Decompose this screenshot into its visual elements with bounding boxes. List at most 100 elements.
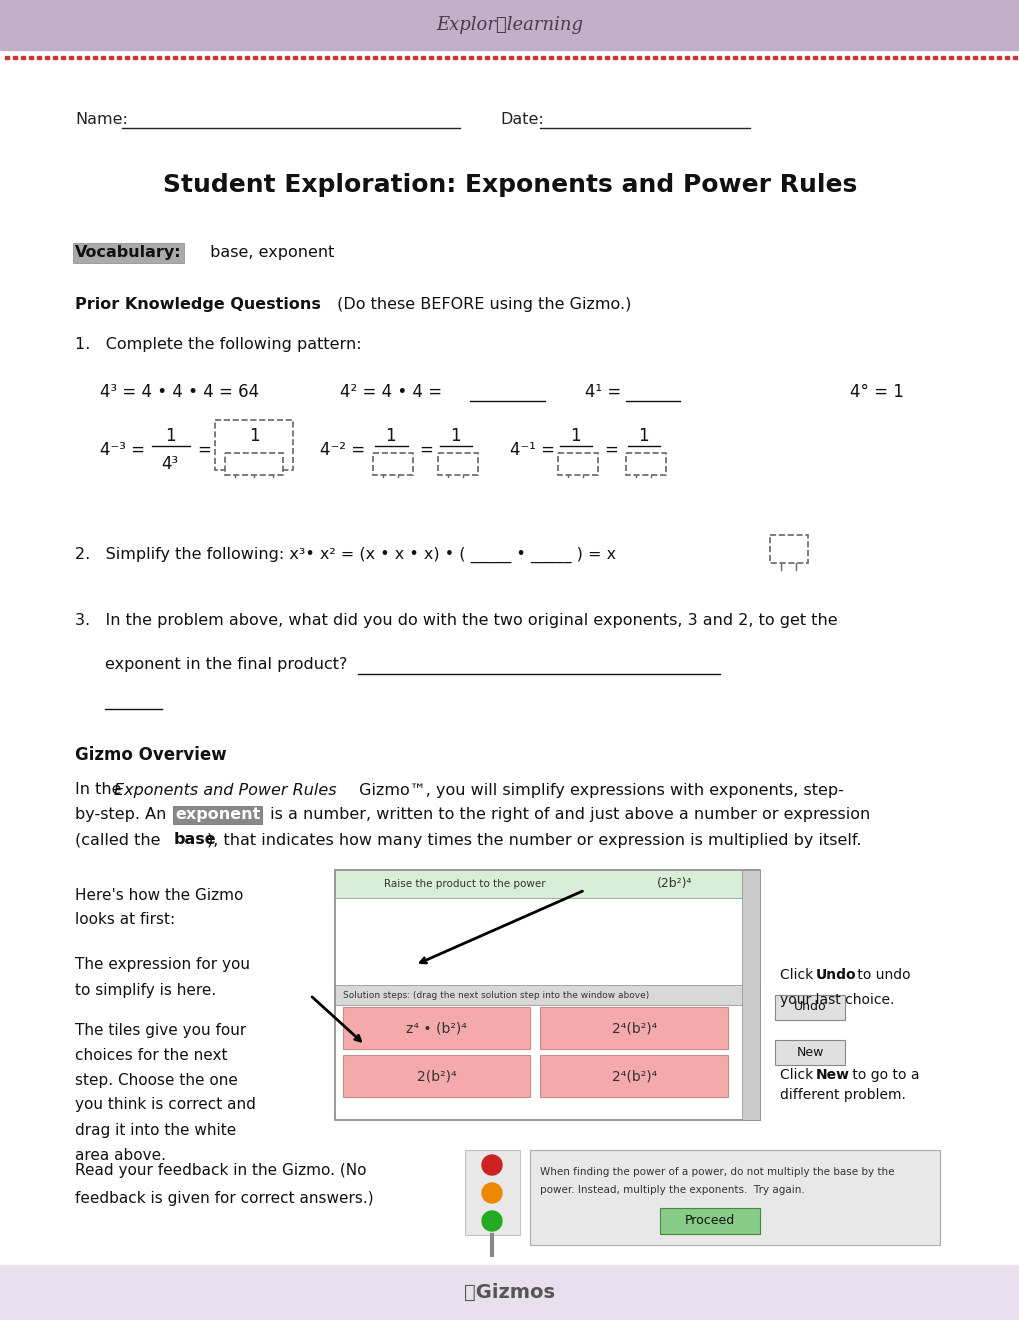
Bar <box>908 55 912 59</box>
Bar <box>357 55 361 59</box>
Text: Student Exploration: Exponents and Power Rules: Student Exploration: Exponents and Power… <box>163 173 856 197</box>
Bar <box>101 55 105 59</box>
Bar <box>548 55 552 59</box>
Bar <box>334 870 759 1119</box>
Bar <box>334 985 759 1005</box>
Bar <box>941 55 944 59</box>
Bar <box>916 55 920 59</box>
Text: Prior Knowledge Questions: Prior Knowledge Questions <box>75 297 321 313</box>
Text: 2⁴(b²)⁴: 2⁴(b²)⁴ <box>611 1020 656 1035</box>
Bar <box>740 55 744 59</box>
Bar <box>461 55 465 59</box>
Text: power. Instead, multiply the exponents.  Try again.: power. Instead, multiply the exponents. … <box>539 1185 804 1195</box>
Text: 2(b²)⁴: 2(b²)⁴ <box>417 1069 457 1082</box>
Bar <box>69 55 73 59</box>
Text: The tiles give you four: The tiles give you four <box>75 1023 246 1038</box>
Text: 4⁻² =: 4⁻² = <box>320 441 370 459</box>
Bar <box>573 55 577 59</box>
Bar <box>644 55 648 59</box>
Bar <box>540 1007 728 1049</box>
Bar <box>820 55 824 59</box>
Bar <box>708 55 712 59</box>
Bar <box>173 55 177 59</box>
Bar <box>629 55 633 59</box>
Text: 4³: 4³ <box>161 455 178 473</box>
Bar <box>796 55 800 59</box>
Bar <box>340 55 344 59</box>
Bar <box>413 55 417 59</box>
Text: 4⁻³ =: 4⁻³ = <box>100 441 150 459</box>
Text: base: base <box>174 833 216 847</box>
Bar <box>637 55 640 59</box>
Bar <box>292 55 297 59</box>
Bar <box>980 55 984 59</box>
Bar <box>860 55 864 59</box>
Text: Undo: Undo <box>815 968 856 982</box>
Bar <box>756 55 760 59</box>
Bar <box>668 55 673 59</box>
Bar <box>956 55 960 59</box>
Bar <box>677 55 681 59</box>
Bar <box>180 55 184 59</box>
Bar <box>21 55 25 59</box>
Bar <box>508 55 513 59</box>
Text: 4² = 4 • 4 =: 4² = 4 • 4 = <box>339 383 447 401</box>
Bar <box>381 55 384 59</box>
Text: 4° = 1: 4° = 1 <box>849 383 903 401</box>
Bar <box>93 55 97 59</box>
Bar <box>804 55 808 59</box>
Text: Read your feedback in the Gizmo. (No: Read your feedback in the Gizmo. (No <box>75 1163 366 1177</box>
Text: to undo: to undo <box>852 968 910 982</box>
FancyBboxPatch shape <box>215 420 292 470</box>
Text: area above.: area above. <box>75 1147 166 1163</box>
Text: different problem.: different problem. <box>780 1088 905 1102</box>
Text: 1: 1 <box>249 426 259 445</box>
Bar <box>837 55 841 59</box>
Bar <box>932 55 936 59</box>
Text: 3.   In the problem above, what did you do with the two original exponents, 3 an: 3. In the problem above, what did you do… <box>75 612 837 627</box>
Text: Gizmo Overview: Gizmo Overview <box>75 746 226 764</box>
Bar <box>117 55 121 59</box>
Bar <box>85 55 89 59</box>
Bar <box>733 55 737 59</box>
Text: =: = <box>604 441 624 459</box>
Bar <box>37 55 41 59</box>
Bar <box>725 55 729 59</box>
Text: Solution steps: (drag the next solution step into the window above): Solution steps: (drag the next solution … <box>342 990 649 999</box>
Bar <box>253 55 257 59</box>
Text: Gizmo™, you will simplify expressions with exponents, step-: Gizmo™, you will simplify expressions wi… <box>354 783 843 797</box>
Bar <box>269 55 273 59</box>
Bar <box>964 55 968 59</box>
Bar <box>197 55 201 59</box>
Text: The expression for you: The expression for you <box>75 957 250 973</box>
Bar <box>892 55 896 59</box>
Bar <box>189 55 193 59</box>
Bar <box>213 55 217 59</box>
Text: 2⁴(b²)⁴: 2⁴(b²)⁴ <box>611 1069 656 1082</box>
FancyBboxPatch shape <box>437 453 478 475</box>
Text: 2.   Simplify the following: x³• x² = (x • x • x) • ( _____ • _____ ) = x: 2. Simplify the following: x³• x² = (x •… <box>75 546 615 564</box>
Text: Date:: Date: <box>499 112 543 128</box>
Bar <box>236 55 240 59</box>
Bar <box>530 1150 940 1245</box>
Text: step. Choose the one: step. Choose the one <box>75 1072 237 1088</box>
Text: feedback is given for correct answers.): feedback is given for correct answers.) <box>75 1191 373 1205</box>
Bar <box>525 55 529 59</box>
Bar <box>996 55 1000 59</box>
Bar <box>342 1007 530 1049</box>
Bar <box>388 55 392 59</box>
Text: by-step. An: by-step. An <box>75 808 171 822</box>
Text: choices for the next: choices for the next <box>75 1048 227 1063</box>
Circle shape <box>482 1210 501 1232</box>
Text: z⁴ • (b²)⁴: z⁴ • (b²)⁴ <box>406 1020 467 1035</box>
Text: 1: 1 <box>164 426 175 445</box>
FancyBboxPatch shape <box>373 453 413 475</box>
Bar <box>465 1150 520 1236</box>
Bar <box>812 55 816 59</box>
Bar <box>61 55 65 59</box>
Bar <box>157 55 161 59</box>
Text: =: = <box>420 441 439 459</box>
Bar <box>317 55 321 59</box>
FancyBboxPatch shape <box>557 453 597 475</box>
Bar <box>373 55 377 59</box>
